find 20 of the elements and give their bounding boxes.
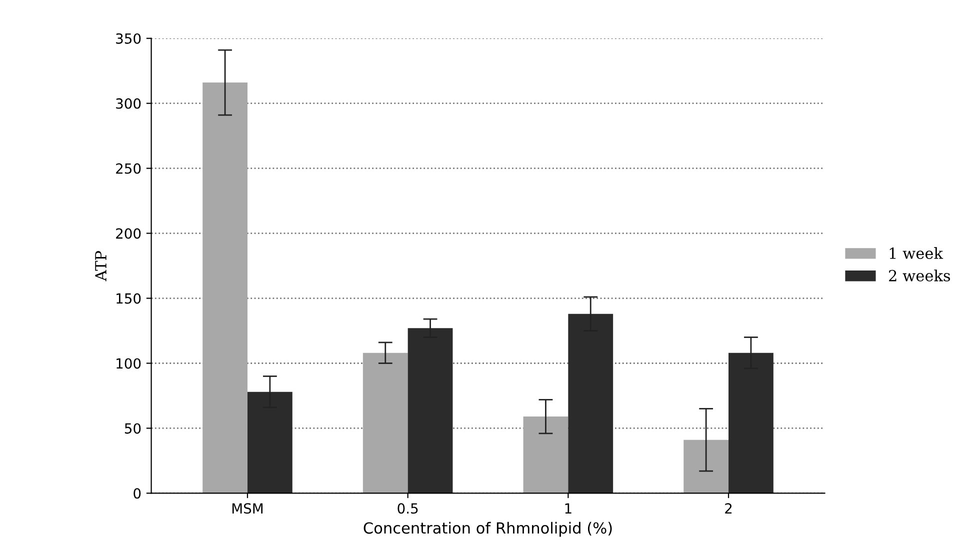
y-tick-label: 50 (124, 423, 141, 434)
x-tick-label: MSM (232, 503, 263, 514)
y-tick-label: 350 (116, 33, 141, 44)
bar (684, 440, 729, 494)
bar (362, 352, 408, 494)
x-axis-title: Concentration of Rhmnolipid (%) (364, 522, 612, 537)
x-tick-label: 2 (725, 503, 732, 514)
y-tick-label: 100 (116, 358, 141, 369)
legend-label: 2 weeks (889, 270, 950, 282)
y-tick-label: 150 (116, 293, 141, 304)
y-tick-label: 0 (134, 488, 141, 499)
y-tick-label: 250 (116, 163, 141, 174)
bar (202, 82, 248, 494)
bar (523, 416, 568, 494)
legend-label: 1 week (890, 247, 944, 259)
y-axis-title: ATP (95, 250, 106, 282)
y-tick-label: 300 (116, 98, 141, 109)
y-tick-label: 200 (116, 228, 141, 239)
x-tick-label: 1 (565, 503, 572, 514)
x-tick-label: 0.5 (398, 503, 418, 514)
